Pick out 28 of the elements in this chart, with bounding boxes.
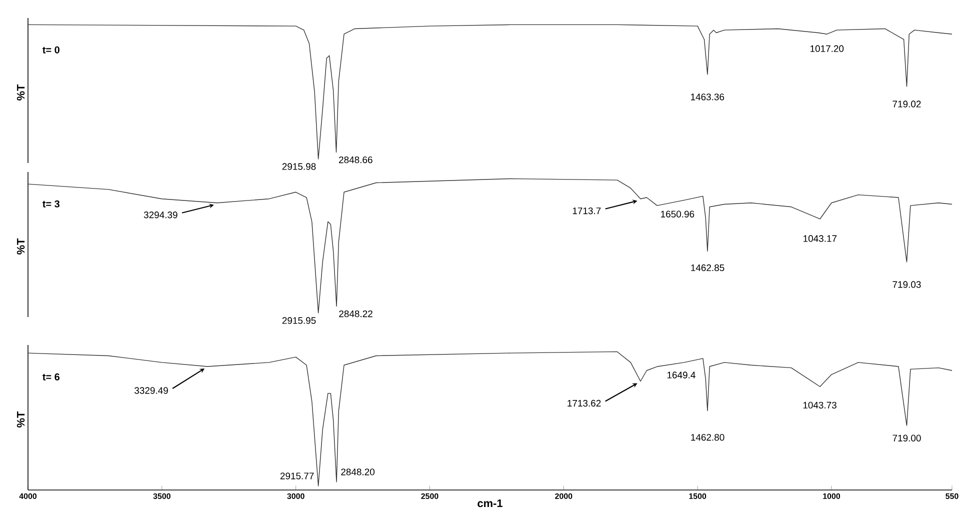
annotation: 1462.80 xyxy=(691,434,724,441)
annotation: 1017.20 xyxy=(810,45,844,52)
annotation: 1649.4 xyxy=(667,372,696,378)
annotation: 2848.20 xyxy=(341,468,375,476)
annotation: 1713.7 xyxy=(572,208,601,214)
annotation: 1650.96 xyxy=(661,210,694,218)
text: t= 3 xyxy=(42,200,60,208)
annotation: 719.03 xyxy=(892,281,921,288)
annotation: 1043.73 xyxy=(803,402,836,409)
annotation: 1463.36 xyxy=(690,94,724,100)
annotation: 1713.62 xyxy=(568,400,601,407)
x-axis-title: cm-1 xyxy=(478,500,502,508)
annotation: 2848.66 xyxy=(339,156,372,164)
y-axis-title: %T xyxy=(16,84,25,100)
annotation: 719.02 xyxy=(892,100,921,108)
y-axis-title: %T xyxy=(16,238,25,254)
annotation: 2915.95 xyxy=(282,317,316,324)
annotation: 719.00 xyxy=(892,434,921,442)
annotation: 2915.77 xyxy=(280,472,314,480)
text: t= 0 xyxy=(42,46,60,54)
y-axis-title: %T xyxy=(16,411,25,428)
annotation: 1462.85 xyxy=(691,264,724,272)
annotation: 2848.22 xyxy=(339,310,372,318)
annotation: 1043.17 xyxy=(804,235,837,242)
annotation: 3329.49 xyxy=(134,387,168,394)
annotation: 3294.39 xyxy=(144,212,178,218)
annotation: 2915.98 xyxy=(282,163,316,170)
text: t= 6 xyxy=(42,373,60,380)
